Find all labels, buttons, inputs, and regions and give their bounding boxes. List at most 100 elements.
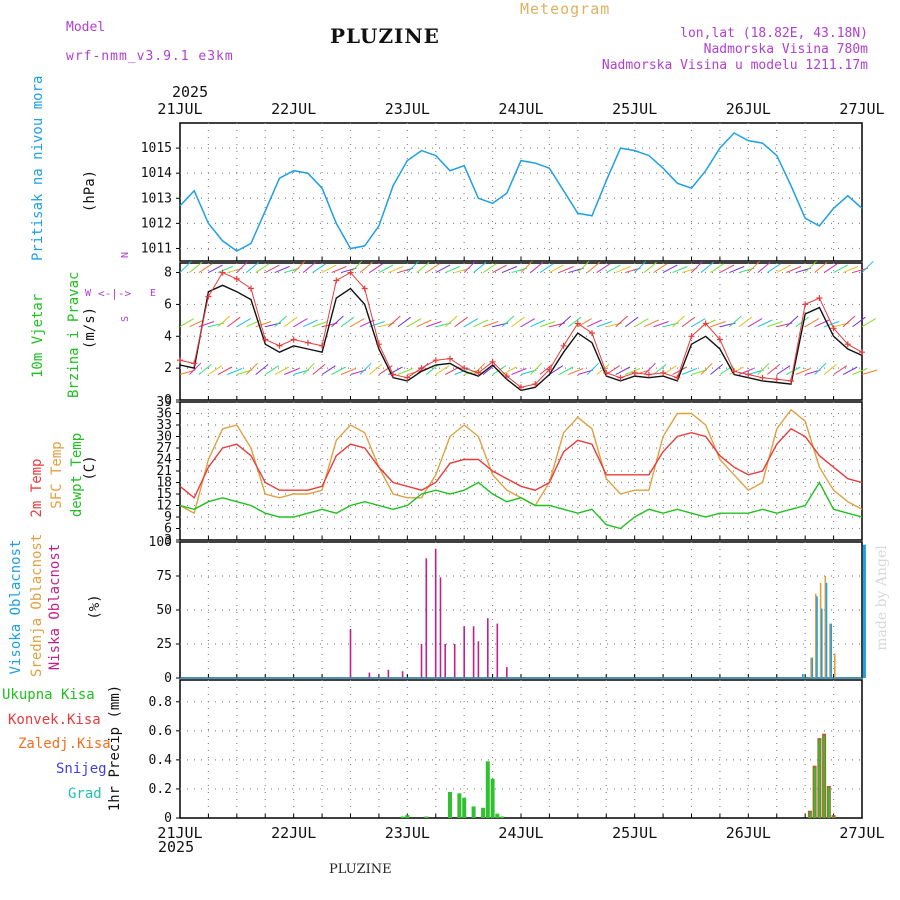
wind-arrow (340, 316, 355, 328)
wind-arrow (511, 316, 525, 328)
y-tick-label: 27 (156, 441, 172, 456)
precip-bar (405, 815, 410, 818)
wind-arrow (397, 368, 413, 375)
day-label-bottom: 21JUL (157, 824, 202, 842)
cloud-bar (815, 593, 817, 678)
wind-arrow (388, 315, 401, 328)
wind-arrow (814, 362, 827, 375)
gust-marker (674, 374, 681, 381)
wind-arrow (842, 366, 858, 375)
wind-arrow (217, 366, 233, 375)
wind-arrow (264, 365, 279, 375)
wind-arrow (331, 266, 347, 274)
wind-arrow (492, 365, 507, 375)
wind-arrow (369, 263, 384, 273)
precip-bar-inner (832, 817, 835, 818)
gust-marker (248, 285, 254, 292)
gust-marker (304, 339, 311, 346)
gust-marker (546, 366, 553, 373)
gust-marker (233, 275, 240, 282)
wind-arrow (426, 321, 442, 328)
gust-marker (702, 320, 709, 327)
day-label-top: 22JUL (271, 100, 316, 118)
wind-arrow (198, 263, 213, 273)
wind-arrow (814, 262, 828, 273)
wind-arrow (615, 315, 628, 328)
wind-arrow (520, 260, 533, 273)
wind-arrow (568, 316, 582, 328)
gust-marker (589, 330, 595, 337)
precip-bar-inner (818, 740, 821, 818)
cloud-bar (434, 548, 437, 678)
station-title: PLUZINE (330, 24, 440, 48)
wind-arrow (615, 366, 631, 375)
cloud-bar (506, 667, 508, 678)
wind-arrow (691, 318, 706, 328)
day-label-bottom: 27JUL (839, 824, 884, 842)
wind-arrow (245, 362, 258, 375)
cloud-bar (463, 626, 465, 678)
cloud-bar (819, 582, 822, 678)
y-tick-label: 0.6 (149, 724, 172, 739)
cloud-bar (811, 657, 814, 678)
temp-2m-line (179, 427, 863, 499)
wind-arrow (861, 369, 878, 375)
wind-arrow (662, 264, 678, 274)
y-tick-label: 21 (156, 464, 172, 479)
wind-arrow (757, 262, 771, 273)
wind-arrow (833, 264, 848, 274)
pressure-line (179, 132, 863, 252)
gust-marker (276, 342, 283, 349)
y-tick-label: 0 (164, 671, 172, 686)
gust-marker (532, 381, 539, 388)
precip-label-4: Snijeg (56, 761, 107, 777)
wind-arrow (615, 266, 631, 274)
wind-arrow (245, 262, 260, 273)
wind-arrow (482, 263, 497, 273)
cloud-bar (862, 544, 866, 678)
day-label-bottom: 22JUL (271, 824, 316, 842)
precip-bar (462, 797, 467, 818)
compass-arrows-icon: <-|-> (98, 287, 132, 300)
wind-arrow (530, 319, 546, 328)
cloud-bar (453, 644, 456, 678)
wind-arrow (236, 318, 251, 328)
wind-arrow (265, 264, 280, 274)
wind-arrow (710, 364, 724, 375)
gust-marker (745, 371, 752, 378)
wind-arrow (227, 368, 243, 375)
gust-marker (603, 369, 610, 376)
y-tick-label: 3 (164, 533, 172, 548)
wind-arrow (501, 266, 518, 274)
wind-arrow (568, 368, 584, 375)
precip-bar (400, 816, 405, 818)
precip-bar-inner (813, 767, 816, 818)
wind-arrow (785, 315, 799, 328)
cloud-bar (401, 671, 404, 678)
gust-marker (177, 357, 183, 364)
day-label-top: 27JUL (839, 100, 884, 118)
precip-label-1: Ukupna Kisa (2, 687, 95, 703)
wind-arrow (539, 321, 556, 328)
panel-frame-2 (179, 401, 863, 541)
gust-marker (375, 341, 382, 348)
cloud-bar (825, 582, 828, 678)
cloud-bar (824, 576, 827, 678)
wind-arrow (558, 266, 574, 274)
model-name: wrf-nmm_v3.9.1 e3km (66, 49, 234, 64)
wind-arrow (549, 264, 564, 274)
gust-marker (631, 369, 638, 376)
precip-bar (448, 791, 452, 818)
wind-arrow (378, 264, 394, 274)
gust-marker (816, 295, 823, 301)
gust-marker (461, 365, 468, 372)
wind-arrow (606, 264, 621, 274)
cloud-bar (472, 626, 475, 678)
wind-arrow (643, 319, 659, 328)
gust-marker (560, 342, 567, 349)
day-label-top: 25JUL (612, 100, 657, 118)
wind-arrow (274, 315, 287, 328)
wind-arrow (293, 260, 306, 273)
y-tick-label: 1012 (141, 216, 172, 231)
wind-arrow (426, 263, 440, 273)
